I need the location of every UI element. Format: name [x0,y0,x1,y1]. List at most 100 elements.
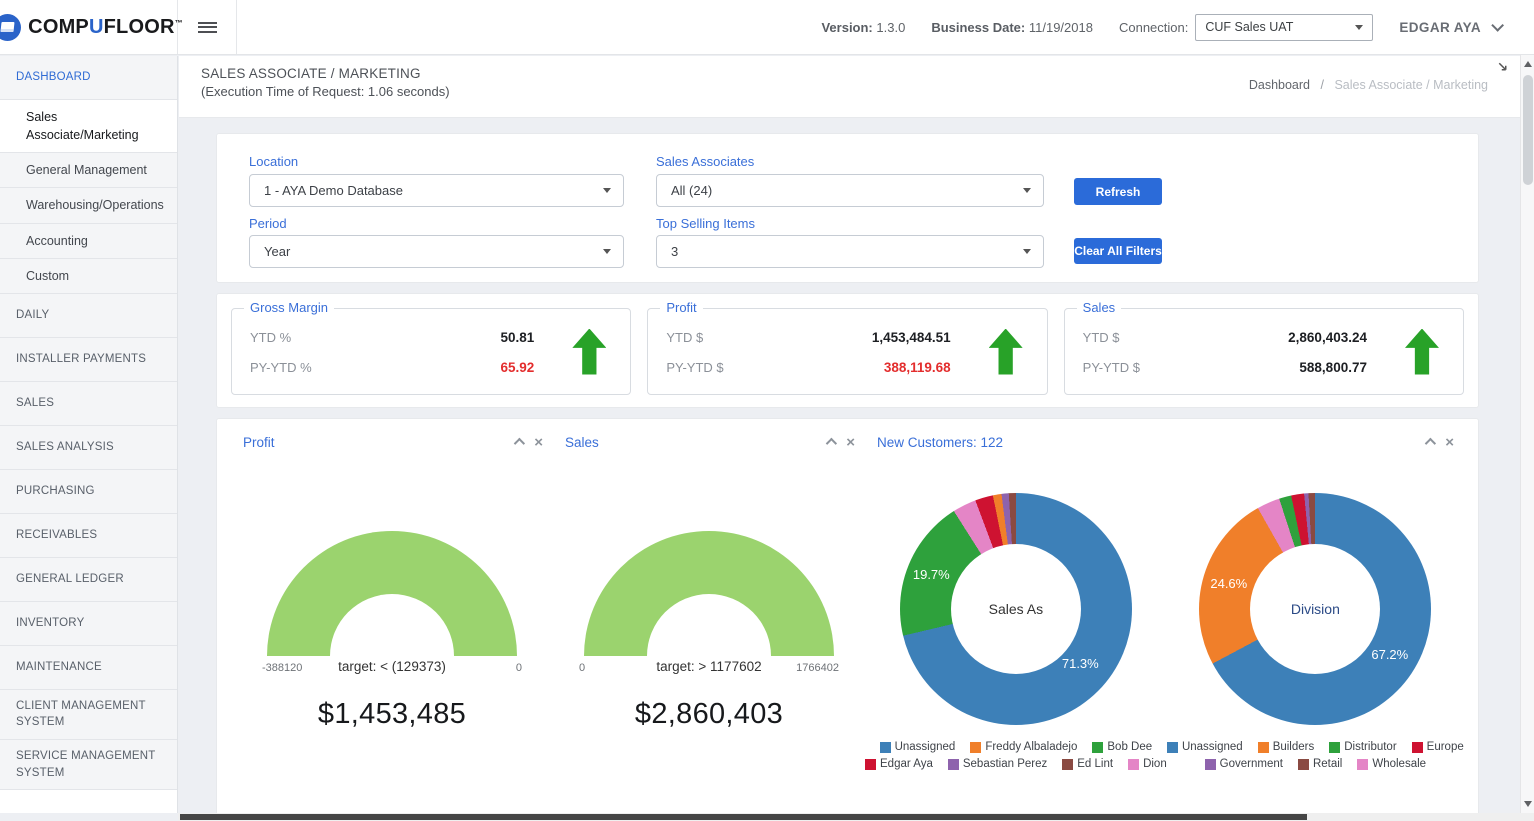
period-select[interactable]: Year [249,235,624,268]
sales-as-legend: Unassigned Freddy Albaladejo Bob Dee Edgar … [865,739,1167,773]
sidebar-item-warehousing-operations[interactable]: Warehousing/Operations [0,188,177,224]
legend-item[interactable]: Europe [1411,739,1464,756]
sidebar-item-receivables[interactable]: RECEIVABLES [0,513,177,558]
kpi-card-profit: Profit YTD $ 1,453,484.51 PY-YTD $ 388,119… [647,300,1048,395]
sales-as-donut-chart[interactable]: 71.3% 19.7% Sales As [899,493,1132,725]
legend-label: Ed Lint [1077,758,1114,770]
sidebar-item-sales[interactable]: SALES [0,381,177,426]
legend-label: Bob Dee [1107,741,1153,753]
legend-item[interactable]: Wholesale [1357,756,1426,773]
legend-item[interactable]: Distributor [1329,739,1397,756]
scroll-down-arrow[interactable] [1521,797,1534,811]
kpi-title: Sales [1076,300,1122,315]
legend-item[interactable]: Ed Lint [1062,756,1113,773]
sidebar-item-daily[interactable]: DAILY [0,293,177,338]
kpi-value: 50.81 [500,329,535,345]
collapse-widget-icon[interactable] [513,437,526,450]
kpi-value: 1,453,484.51 [871,329,951,345]
top-selling-items-select[interactable]: 3 [656,235,1044,268]
scrollbar-corner [1520,813,1534,821]
legend-item[interactable]: Bob Dee [1092,739,1152,756]
sidebar-item-general-management[interactable]: General Management [0,153,177,189]
kpi-label: YTD $ [666,329,704,345]
legend-swatch-icon [1092,742,1104,753]
vertical-scrollbar-thumb[interactable] [1523,75,1533,185]
sidebar-item-service-management-system[interactable]: SERVICE MANAGEMENT SYSTEM [0,740,177,791]
slice-percent-label: 67.2% [1371,647,1409,662]
legend-label: Distributor [1344,741,1397,753]
legend-item[interactable]: Edgar Aya [865,756,933,773]
gauge-target-label: target: > 1177602 [656,659,762,674]
kpi-value: 65.92 [500,359,535,375]
sales-gauge-widget: Sales × 0 target: > 1177602 1766402 $2,8… [553,429,865,813]
kpi-label: PY-YTD $ [1082,359,1140,375]
close-widget-icon[interactable]: × [1445,433,1454,451]
legend-label: Freddy Albaladejo [985,741,1078,753]
horizontal-scrollbar[interactable] [178,813,1520,821]
dropdown-caret-icon [603,249,611,254]
legend-item[interactable]: Government [1204,756,1283,773]
collapse-widget-icon[interactable] [1424,437,1437,450]
legend-item[interactable]: Builders [1257,739,1315,756]
legend-label: Europe [1426,741,1464,753]
clear-all-filters-button[interactable]: Clear All Filters [1074,238,1162,264]
legend-swatch-icon [947,759,959,770]
sidebar-item-general-ledger[interactable]: GENERAL LEDGER [0,557,177,602]
sidebar-item-purchasing[interactable]: PURCHASING [0,469,177,514]
sidebar-item-client-management-system[interactable]: CLIENT MANAGEMENT SYSTEM [0,689,177,741]
user-menu[interactable]: EDGAR AYA [1399,18,1504,35]
hamburger-icon [197,19,217,35]
legend-item[interactable]: Freddy Albaladejo [970,739,1077,756]
sidebar-item-inventory[interactable]: INVENTORY [0,601,177,646]
legend-item[interactable]: Sebastian Perez [947,756,1047,773]
slice-percent-label: 19.7% [912,567,950,582]
legend-item[interactable]: Unassigned [879,739,955,756]
connection-select[interactable]: CUF Sales UAT [1195,13,1374,41]
sidebar-item-sales-associate-marketing[interactable]: Sales Associate/Marketing [0,100,177,154]
sidebar-item-custom[interactable]: Custom [0,258,177,294]
close-widget-icon[interactable]: × [534,433,543,451]
kpi-label: PY-YTD $ [666,359,724,375]
top-selling-items-label: Top Selling Items [656,216,755,231]
gauge-value: $1,453,485 [317,698,467,730]
kpi-title: Profit [660,300,703,315]
sales-associates-select[interactable]: All (24) [656,174,1044,207]
period-label: Period [249,216,287,231]
top-bar: COMPUFLOOR™ Version: 1.3.0 Business Date… [0,0,1534,55]
logo-text: COMPUFLOOR™ [28,15,183,38]
legend-swatch-icon [865,759,876,770]
legend-label: Builders [1272,741,1315,753]
legend-label: Dion [1143,758,1167,770]
dropdown-caret-icon [1355,24,1364,30]
widget-title-new-customers: New Customers: 122 [877,434,1004,450]
legend-item[interactable]: Retail [1297,756,1342,773]
kpi-label: YTD % [250,329,292,345]
close-widget-icon[interactable]: × [846,433,855,451]
scroll-up-arrow[interactable] [1521,57,1534,71]
horizontal-scrollbar-thumb[interactable] [180,814,1307,820]
sidebar-item-accounting[interactable]: Accounting [0,223,177,259]
sidebar-item-sales-analysis[interactable]: SALES ANALYSIS [0,425,177,470]
legend-label: Government [1219,758,1283,770]
refresh-button[interactable]: Refresh [1074,178,1162,205]
legend-swatch-icon [879,742,891,753]
hamburger-menu-button[interactable] [178,0,237,54]
sidebar-item-dashboard[interactable]: DASHBOARD [0,56,177,100]
gauge-max-label: 0 [515,662,522,674]
location-select[interactable]: 1 - AYA Demo Database [249,174,624,207]
collapse-widget-icon[interactable] [825,437,838,450]
division-donut-chart[interactable]: 67.2% 24.6% Division [1199,493,1432,725]
legend-item[interactable]: Unassigned [1166,739,1243,756]
collapse-panel-icon[interactable] [1494,59,1511,74]
legend-item[interactable]: Dion [1128,756,1167,773]
sidebar-item-maintenance[interactable]: MAINTENANCE [0,645,177,690]
vertical-scrollbar[interactable] [1520,55,1534,813]
page-subtitle: (Execution Time of Request: 1.06 seconds… [201,84,450,99]
kpi-value: 588,800.77 [1299,359,1367,375]
sidebar-item-installer-payments[interactable]: INSTALLER PAYMENTS [0,337,177,382]
kpi-label: YTD $ [1082,329,1120,345]
breadcrumb-dashboard-link[interactable]: Dashboard [1248,78,1310,92]
filters-panel: Location 1 - AYA Demo Database Sales Ass… [216,133,1479,283]
division-donut-widget: 67.2% 24.6% Division Unassigned Builders D… [1166,493,1464,773]
breadcrumb: Dashboard / Sales Associate / Marketing [1248,78,1488,92]
